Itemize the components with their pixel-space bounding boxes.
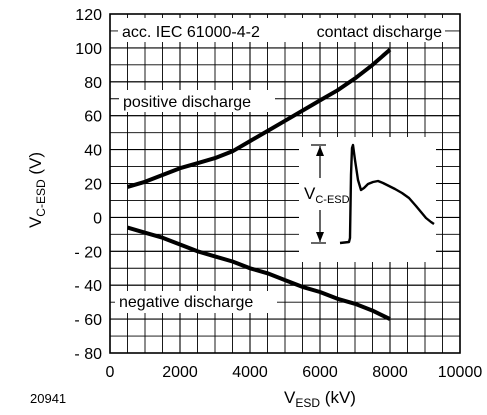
y-tick-label: 0 — [93, 210, 102, 227]
inset-background — [299, 137, 436, 262]
inset-label-sub: C-ESD — [315, 194, 349, 206]
negative-discharge-line — [126, 225, 391, 321]
inset-arrow-up — [316, 146, 324, 156]
y-axis-title: VC-ESD (V) — [26, 152, 48, 228]
positive-label-background — [119, 90, 275, 112]
y-tick-labels: - 80 - 60 - 40 - 20 0 20 40 60 80 100 120 — [74, 7, 102, 363]
inset-waveform — [339, 143, 435, 245]
y-tick-label: 20 — [84, 177, 102, 194]
y-axis-title-main: V — [26, 216, 45, 228]
y-tick-label: 120 — [75, 7, 102, 24]
x-axis-title-unit: (kV) — [320, 388, 356, 407]
y-tick-label: - 40 — [74, 278, 102, 295]
figure-id: 20941 — [30, 391, 66, 406]
standard-header-background — [118, 18, 445, 42]
x-tick-label: 10000 — [438, 364, 483, 381]
inset-label-main: V — [304, 184, 316, 203]
y-tick-label: - 20 — [74, 244, 102, 261]
y-tick-label: 60 — [84, 109, 102, 126]
inset-waveform-panel: VC-ESD — [299, 137, 436, 262]
series-layer — [126, 48, 392, 321]
inset-arrow-down — [316, 232, 324, 242]
x-tick-label: 6000 — [302, 364, 338, 381]
y-tick-label: 100 — [75, 41, 102, 58]
negative-series-label: negative discharge — [119, 294, 253, 311]
x-tick-label: 0 — [106, 364, 115, 381]
x-tick-labels: 0 2000 4000 6000 8000 10000 — [106, 364, 483, 381]
y-tick-label: 80 — [84, 75, 102, 92]
positive-discharge-line — [126, 48, 392, 189]
x-axis-title: VESD (kV) — [284, 388, 356, 410]
negative-label-background — [115, 291, 277, 313]
y-tick-label: 40 — [84, 143, 102, 160]
y-tick-label: - 80 — [74, 346, 102, 363]
x-tick-label: 8000 — [372, 364, 408, 381]
discharge-mode-note: contact discharge — [317, 24, 443, 41]
x-axis-title-main: V — [284, 388, 296, 407]
plot-frame — [109, 13, 461, 354]
x-tick-label: 2000 — [162, 364, 198, 381]
y-tick-label: - 60 — [74, 312, 102, 329]
y-axis-title-unit: (V) — [26, 152, 45, 179]
x-tick-label: 4000 — [232, 364, 268, 381]
inset-vcesd-label: VC-ESD — [304, 184, 350, 206]
y-axis-title-sub: C-ESD — [34, 179, 48, 217]
x-axis-title-sub: ESD — [295, 396, 320, 410]
standard-note: acc. IEC 61000-4-2 — [122, 24, 260, 41]
positive-series-label: positive discharge — [123, 94, 251, 111]
